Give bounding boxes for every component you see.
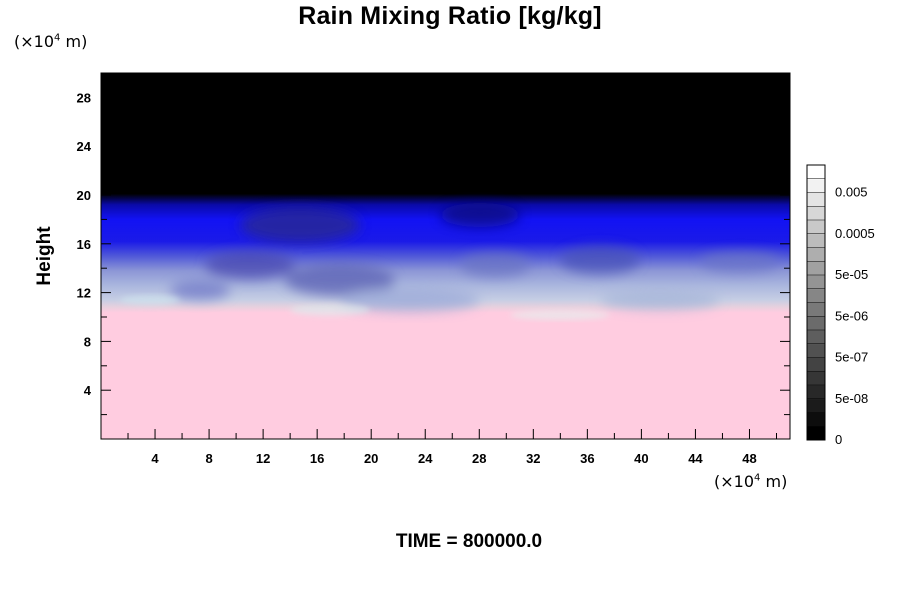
colorbar-swatch xyxy=(807,412,825,427)
x-tick-label: 40 xyxy=(634,451,648,466)
y-tick-label: 20 xyxy=(77,188,91,203)
x-tick-label: 24 xyxy=(418,451,433,466)
y-tick-label: 16 xyxy=(77,237,91,252)
y-axis: 4 8 12 16 20 24 28 xyxy=(77,90,790,416)
colorbar: 0 5e-08 5e-07 5e-06 5e-05 0.0005 0.005 xyxy=(806,164,875,447)
cloud-blob xyxy=(340,288,480,312)
colorbar-swatch xyxy=(807,192,825,207)
colorbar-label: 0 xyxy=(835,432,842,447)
x-tick-label: 12 xyxy=(256,451,270,466)
colorbar-label: 5e-05 xyxy=(835,267,868,282)
colorbar-swatch xyxy=(807,398,825,413)
x-tick-label: 32 xyxy=(526,451,540,466)
plot-frame xyxy=(100,72,791,440)
y-tick-label: 4 xyxy=(84,383,92,398)
colorbar-label: 5e-08 xyxy=(835,391,868,406)
y-axis-label: Height xyxy=(34,226,55,286)
colorbar-label: 0.0005 xyxy=(835,226,875,241)
colorbar-swatch xyxy=(807,357,825,372)
cloud-blob xyxy=(170,280,230,300)
y-tick-label: 12 xyxy=(77,286,91,301)
cloud-blob xyxy=(205,251,295,279)
colorbar-swatch xyxy=(807,385,825,400)
cloud-blob xyxy=(285,264,395,296)
x-tick-label: 44 xyxy=(688,451,703,466)
cloud-blob xyxy=(460,253,530,277)
y-unit-label: (×104 m) xyxy=(14,32,88,51)
cloud-blob xyxy=(560,246,640,274)
x-axis: 4 8 12 16 20 24 28 32 36 40 44 48 xyxy=(127,73,777,466)
time-label: TIME = 800000.0 xyxy=(395,531,543,552)
colorbar-swatch xyxy=(807,261,825,276)
colorbar-swatch xyxy=(807,343,825,358)
light-streak xyxy=(510,310,610,320)
colorbar-swatch xyxy=(807,371,825,386)
x-tick-label: 20 xyxy=(364,451,378,466)
colorbar-swatch xyxy=(807,220,825,235)
dark-cloud-blob xyxy=(440,203,520,227)
colorbar-swatch xyxy=(807,247,825,262)
chart-title: Rain Mixing Ratio [kg/kg] xyxy=(298,2,602,30)
colorbar-swatch xyxy=(807,165,825,180)
rain-field-background xyxy=(101,73,790,439)
rain-field xyxy=(101,73,790,439)
colorbar-swatch xyxy=(807,178,825,193)
x-tick-label: 8 xyxy=(205,451,212,466)
colorbar-label: 5e-06 xyxy=(835,308,868,323)
x-tick-label: 4 xyxy=(151,451,159,466)
colorbar-swatch xyxy=(807,316,825,331)
colorbar-swatch xyxy=(807,275,825,290)
x-tick-label: 36 xyxy=(580,451,594,466)
colorbar-swatch xyxy=(807,233,825,248)
colorbar-swatch xyxy=(807,302,825,317)
y-tick-label: 24 xyxy=(77,139,92,154)
colorbar-label: 5e-07 xyxy=(835,350,868,365)
x-tick-label: 16 xyxy=(310,451,324,466)
light-streak xyxy=(290,304,370,316)
colorbar-swatch xyxy=(807,426,825,441)
cloud-blob xyxy=(600,290,720,310)
x-tick-label: 28 xyxy=(472,451,486,466)
cloud-blob xyxy=(700,252,780,272)
y-tick-label: 28 xyxy=(77,90,91,105)
x-tick-label: 48 xyxy=(742,451,756,466)
colorbar-swatch xyxy=(807,206,825,221)
dark-cloud-blob xyxy=(240,207,360,243)
colorbar-swatch xyxy=(807,288,825,303)
colorbar-swatch xyxy=(807,330,825,345)
x-unit-label: (×104 m) xyxy=(714,472,788,491)
y-tick-label: 8 xyxy=(84,334,91,349)
colorbar-label: 0.005 xyxy=(835,185,868,200)
light-streak xyxy=(120,295,180,305)
